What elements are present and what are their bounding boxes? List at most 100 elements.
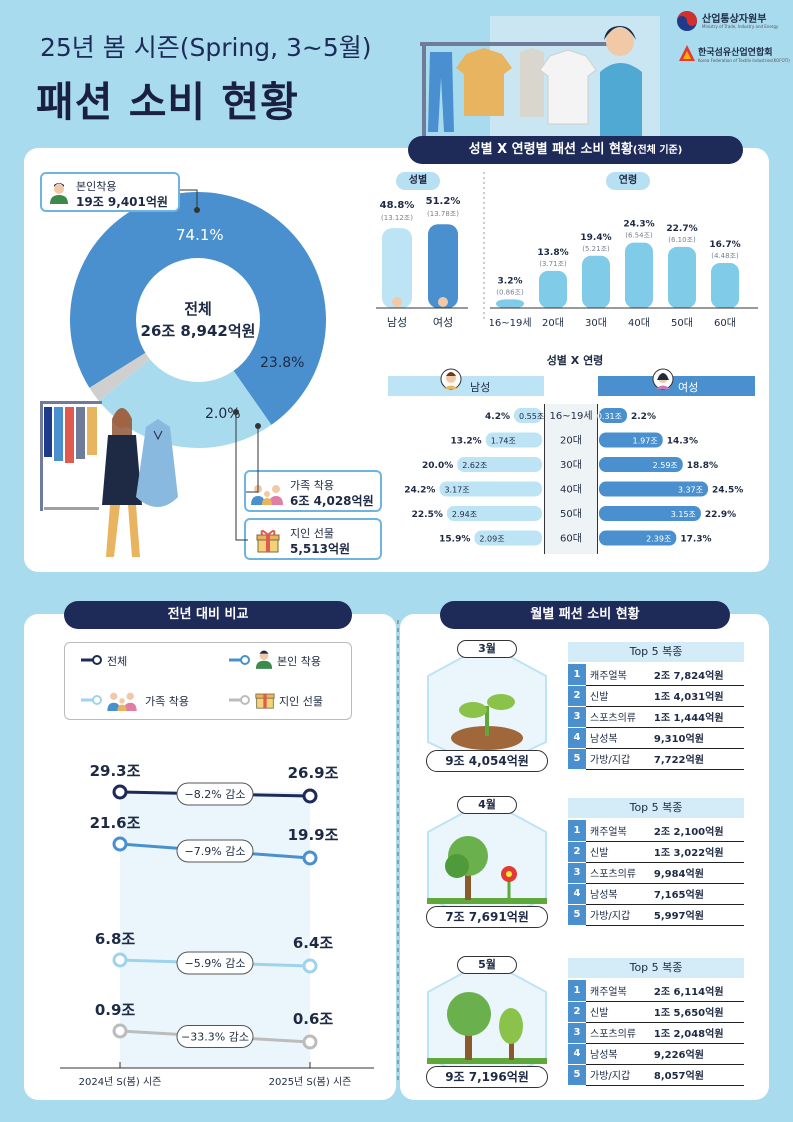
cross-male-label: 남성 xyxy=(470,381,491,394)
cross-male-bar xyxy=(446,506,542,521)
gender-bar-label: 여성 xyxy=(433,316,453,329)
legend-gift-label: 지인 선물 xyxy=(279,695,323,708)
male-avatar-icon xyxy=(440,368,462,390)
yoy-change-badge xyxy=(176,1025,254,1048)
amount: 7,165억원 xyxy=(649,883,744,905)
cross-male-amount: 2.62조 xyxy=(462,461,487,470)
category: 신발 xyxy=(586,841,650,863)
age-bar-label: 16~19세 xyxy=(490,317,532,329)
gender-bar xyxy=(428,224,458,308)
amount: 9,310억원 xyxy=(649,727,744,749)
amount: 7,722억원 xyxy=(649,748,744,770)
self-wear-value: 19조 9,401억원 xyxy=(76,195,168,209)
age-bar-pct: 24.3% xyxy=(623,220,654,230)
gift-value: 5,513억원 xyxy=(290,542,351,556)
age-bar-pct: 13.8% xyxy=(537,248,568,258)
page-subtitle: 25년 봄 시즌(Spring, 3~5월) xyxy=(40,33,372,62)
cross-male-bar xyxy=(439,481,542,497)
cross-female-bar xyxy=(599,506,701,521)
category: 가방/지갑 xyxy=(586,748,650,770)
header-illustration xyxy=(420,16,660,140)
age-tag: 연령 xyxy=(606,172,650,190)
ministry-logo: 산업통상자원부 Ministry of Trade, Industry and … xyxy=(676,8,791,40)
month-block: 4월 7조 7,691억원 Top 5 복종 1 캐주얼복 2조 2,100억원 2 신발 1조… xyxy=(400,796,769,936)
table-row: 2 신발 1조 3,022억원 xyxy=(568,841,744,863)
legend-self-label: 본인 착용 xyxy=(277,655,321,668)
family-wear-box: 가족 착용 6조 4,028억원 xyxy=(244,470,382,512)
ministry-name-en: Ministry of Trade, Industry and Energy xyxy=(702,24,779,29)
legend-self-icon xyxy=(255,650,273,669)
cross-female-amount: 2.59조 xyxy=(653,461,678,470)
family-leader-line xyxy=(246,423,261,493)
age-bar-amount: (6.54조) xyxy=(625,232,653,240)
category: 남성복 xyxy=(586,1043,650,1065)
category: 남성복 xyxy=(586,883,650,905)
gender-bar-label: 남성 xyxy=(387,316,407,329)
rank: 2 xyxy=(568,841,586,863)
pct-gift: 2.0% xyxy=(205,406,241,422)
age-bar-chart: 3.2% (0.86조) 16~19세 13.8% (3.71조) 20대 19.4% (5.… xyxy=(490,220,758,329)
rank: 1 xyxy=(568,820,586,842)
amount: 1조 1,444억원 xyxy=(649,706,744,728)
table-row: 1 캐주얼복 2조 7,824억원 xyxy=(568,664,744,686)
yoy-label-2024: 6.8조 xyxy=(95,930,136,948)
yoy-point-2025 xyxy=(302,788,318,804)
table-row: 2 신발 1조 5,650억원 xyxy=(568,1001,744,1023)
cross-age-label: 60대 xyxy=(560,533,582,545)
table-row: 5 가방/지갑 7,722억원 xyxy=(568,748,744,770)
category: 남성복 xyxy=(586,727,650,749)
cross-age-label: 20대 xyxy=(560,435,582,447)
yoy-change-badge xyxy=(176,782,254,806)
cross-male-header: 남성 xyxy=(388,376,544,396)
yoy-point-2024 xyxy=(112,1023,128,1039)
gender-age-divider xyxy=(483,172,485,322)
month-hexagon xyxy=(427,958,547,1088)
female-face-icon xyxy=(438,297,448,307)
gift-box: 지인 선물 5,513억원 xyxy=(244,518,382,560)
table-row: 4 남성복 7,165억원 xyxy=(568,883,744,905)
month-label: 5월 xyxy=(457,956,517,974)
rank: 4 xyxy=(568,727,586,749)
gift-leader-line xyxy=(233,409,248,541)
legend-total-marker xyxy=(81,655,102,665)
cross-male-amount: 1.74조 xyxy=(491,437,516,446)
legend-self-marker xyxy=(229,655,250,665)
cross-male-amount: 0.55조 xyxy=(519,412,544,421)
category: 신발 xyxy=(586,1001,650,1023)
yoy-x-label: 2024년 S(봄) 시즌 xyxy=(79,1076,162,1088)
amount: 9,984억원 xyxy=(649,862,744,884)
amount: 1조 3,022억원 xyxy=(649,841,744,863)
legend-total-label: 전체 xyxy=(107,655,128,668)
yoy-title: 전년 대비 비교 xyxy=(64,601,352,629)
monthly-title: 월별 패션 소비 현황 xyxy=(440,601,730,629)
age-bar-amount: (6.10조) xyxy=(668,236,696,244)
month-total: 7조 7,691억원 xyxy=(426,906,548,928)
cross-female-bar xyxy=(599,432,663,448)
rank: 3 xyxy=(568,1022,586,1044)
table-row: 3 스포츠의류 1조 2,048억원 xyxy=(568,1022,744,1044)
yoy-point-2024 xyxy=(112,952,128,968)
yoy-change-text: −8.2% 감소 xyxy=(185,788,246,801)
cross-male-amount: 3.17조 xyxy=(444,486,469,495)
table-row: 4 남성복 9,226억원 xyxy=(568,1043,744,1065)
month-block: 5월 9조 7,196억원 Top 5 복종 1 캐주얼복 2조 6,114억원 2 신발 1조… xyxy=(400,956,769,1096)
cross-male-bar xyxy=(474,530,542,546)
amount: 1조 5,650억원 xyxy=(649,1001,744,1023)
rank: 4 xyxy=(568,883,586,905)
cross-female-label: 여성 xyxy=(678,381,699,394)
yoy-change-text: −7.9% 감소 xyxy=(185,845,246,858)
table-row: 5 가방/지갑 8,057억원 xyxy=(568,1064,744,1086)
rank: 1 xyxy=(568,664,586,686)
top5-title: Top 5 복종 xyxy=(568,798,744,818)
age-bar-amount: (5.21조) xyxy=(582,245,610,253)
rank: 5 xyxy=(568,748,586,770)
gender-age-title: 성별 X 연령별 패션 소비 현황(전체 기준) xyxy=(408,136,743,164)
category: 스포츠의류 xyxy=(586,706,650,728)
rank: 2 xyxy=(568,685,586,707)
donut-chart xyxy=(70,192,326,448)
cross-male-pct: 4.2% xyxy=(485,412,510,422)
month-hexagon xyxy=(427,798,547,928)
cross-age-label: 16~19세 xyxy=(549,410,592,422)
cross-male-bar xyxy=(457,457,542,472)
section-divider xyxy=(397,620,399,1080)
